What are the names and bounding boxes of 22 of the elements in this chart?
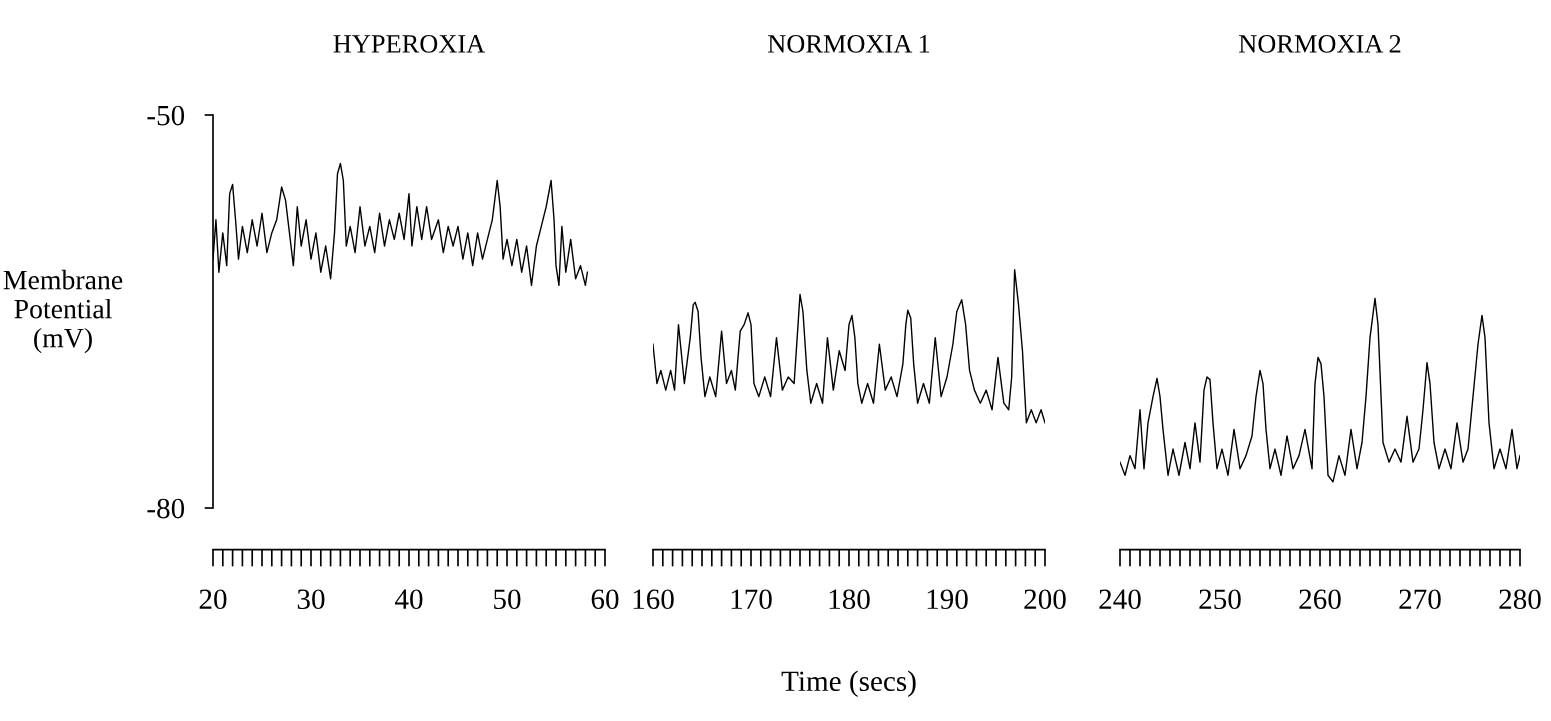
y-tick-label: -50: [147, 105, 185, 126]
x-tick-label: 270: [1399, 589, 1441, 610]
x-tick-label: 170: [731, 589, 772, 610]
x-tick-label: 200: [1024, 589, 1066, 610]
y-tick-label: -80: [147, 498, 185, 519]
chart-title: NORMOXIA 1: [768, 35, 930, 53]
x-tick-label: 50: [494, 589, 521, 610]
chart-title: NORMOXIA 2: [1239, 35, 1401, 53]
x-tick-label: 30: [297, 589, 325, 610]
y-axis-title: Membrane Potential (mV): [3, 269, 123, 354]
x-tick-label: 60: [591, 589, 619, 610]
x-tick-label: 190: [927, 589, 968, 610]
x-tick-label: 40: [394, 589, 423, 610]
x-tick-label: 280: [1499, 589, 1541, 610]
chart-title: HYPEROXIA: [333, 35, 486, 53]
x-axis-title: Time (secs): [781, 670, 916, 698]
x-tick-label: 250: [1199, 589, 1241, 610]
x-tick-label: 160: [633, 589, 674, 610]
x-tick-label: 260: [1299, 589, 1341, 610]
x-tick-label: 180: [829, 589, 870, 610]
x-tick-label: 240: [1099, 589, 1141, 610]
x-tick-label: 20: [199, 589, 227, 610]
